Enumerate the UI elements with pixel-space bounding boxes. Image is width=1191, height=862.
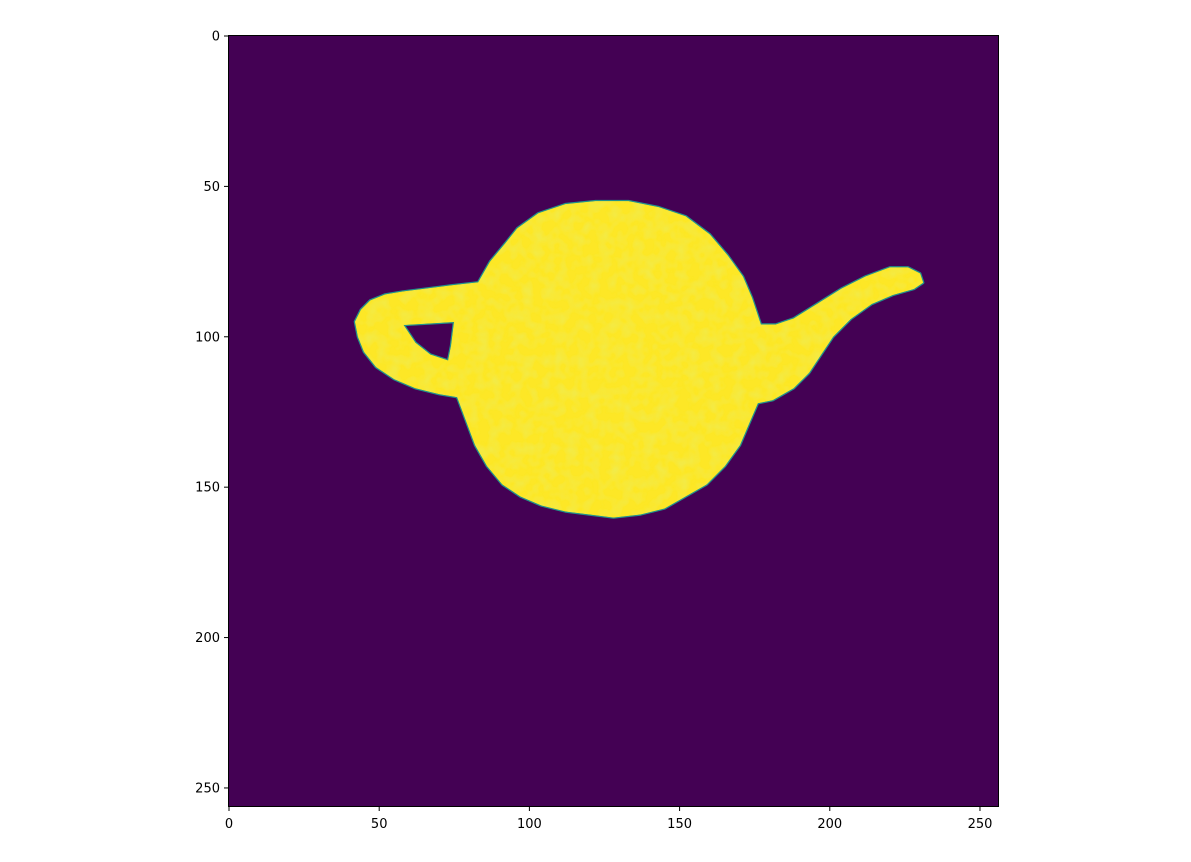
teapot-silhouette (354, 201, 924, 518)
x-tick-label: 200 (817, 817, 842, 832)
x-tick-label: 50 (371, 817, 388, 832)
x-tick-label: 150 (667, 817, 692, 832)
axes-frame (228, 35, 999, 807)
x-axis: 0 50 100 150 200 250 (225, 806, 993, 832)
y-tick-label: 150 (195, 481, 220, 496)
y-tick-label: 50 (203, 180, 220, 195)
y-axis: 0 50 100 150 200 250 (195, 30, 229, 796)
y-tick-label: 200 (195, 631, 220, 646)
x-tick-label: 250 (968, 817, 993, 832)
y-tick-label: 250 (195, 781, 220, 796)
y-tick-label: 0 (212, 30, 220, 45)
x-tick-label: 100 (517, 817, 542, 832)
y-tick-label: 100 (195, 330, 220, 345)
image-content (353, 199, 925, 519)
x-tick-label: 0 (225, 817, 233, 832)
